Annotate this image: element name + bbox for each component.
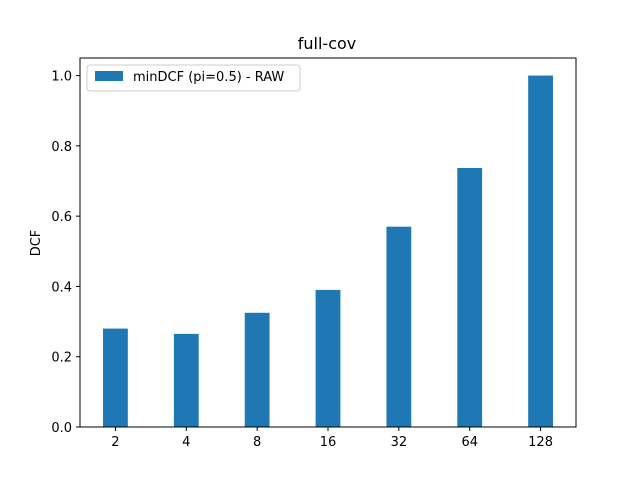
x-tick-label: 128 xyxy=(528,435,553,450)
axes-layer: 0.0 0.2 0.4 0.6 0.8 1.0 2 4 8 16 32 64 128 xyxy=(51,57,577,450)
legend-label: minDCF (pi=0.5) - RAW xyxy=(133,70,284,85)
bar-8 xyxy=(244,312,270,427)
x-tick-label: 32 xyxy=(391,435,408,450)
chart-title: full-cov xyxy=(298,34,357,53)
x-tick-label: 2 xyxy=(111,435,119,450)
y-tick-label: 1.0 xyxy=(51,70,72,85)
bar-16 xyxy=(315,289,341,427)
y-tick-label: 0.0 xyxy=(51,421,72,436)
x-tick-label: 4 xyxy=(182,435,190,450)
x-tick-label: 8 xyxy=(253,435,261,450)
legend-box xyxy=(86,64,301,92)
bars-layer xyxy=(103,75,553,428)
bar-2 xyxy=(103,328,128,427)
y-axis-label: DCF xyxy=(29,230,44,257)
bar-128 xyxy=(528,75,553,428)
x-tick-label: 64 xyxy=(461,435,478,450)
legend-swatch xyxy=(95,71,123,81)
y-tick-label: 0.6 xyxy=(51,210,72,225)
bar-64 xyxy=(457,167,483,428)
bar-4 xyxy=(173,333,199,427)
y-tick-label: 0.8 xyxy=(51,140,72,155)
x-tick-label: 16 xyxy=(320,435,337,450)
legend: minDCF (pi=0.5) - RAW xyxy=(86,64,301,92)
bar-32 xyxy=(386,226,412,427)
y-tick-label: 0.2 xyxy=(51,351,72,366)
y-tick-label: 0.4 xyxy=(51,280,72,295)
